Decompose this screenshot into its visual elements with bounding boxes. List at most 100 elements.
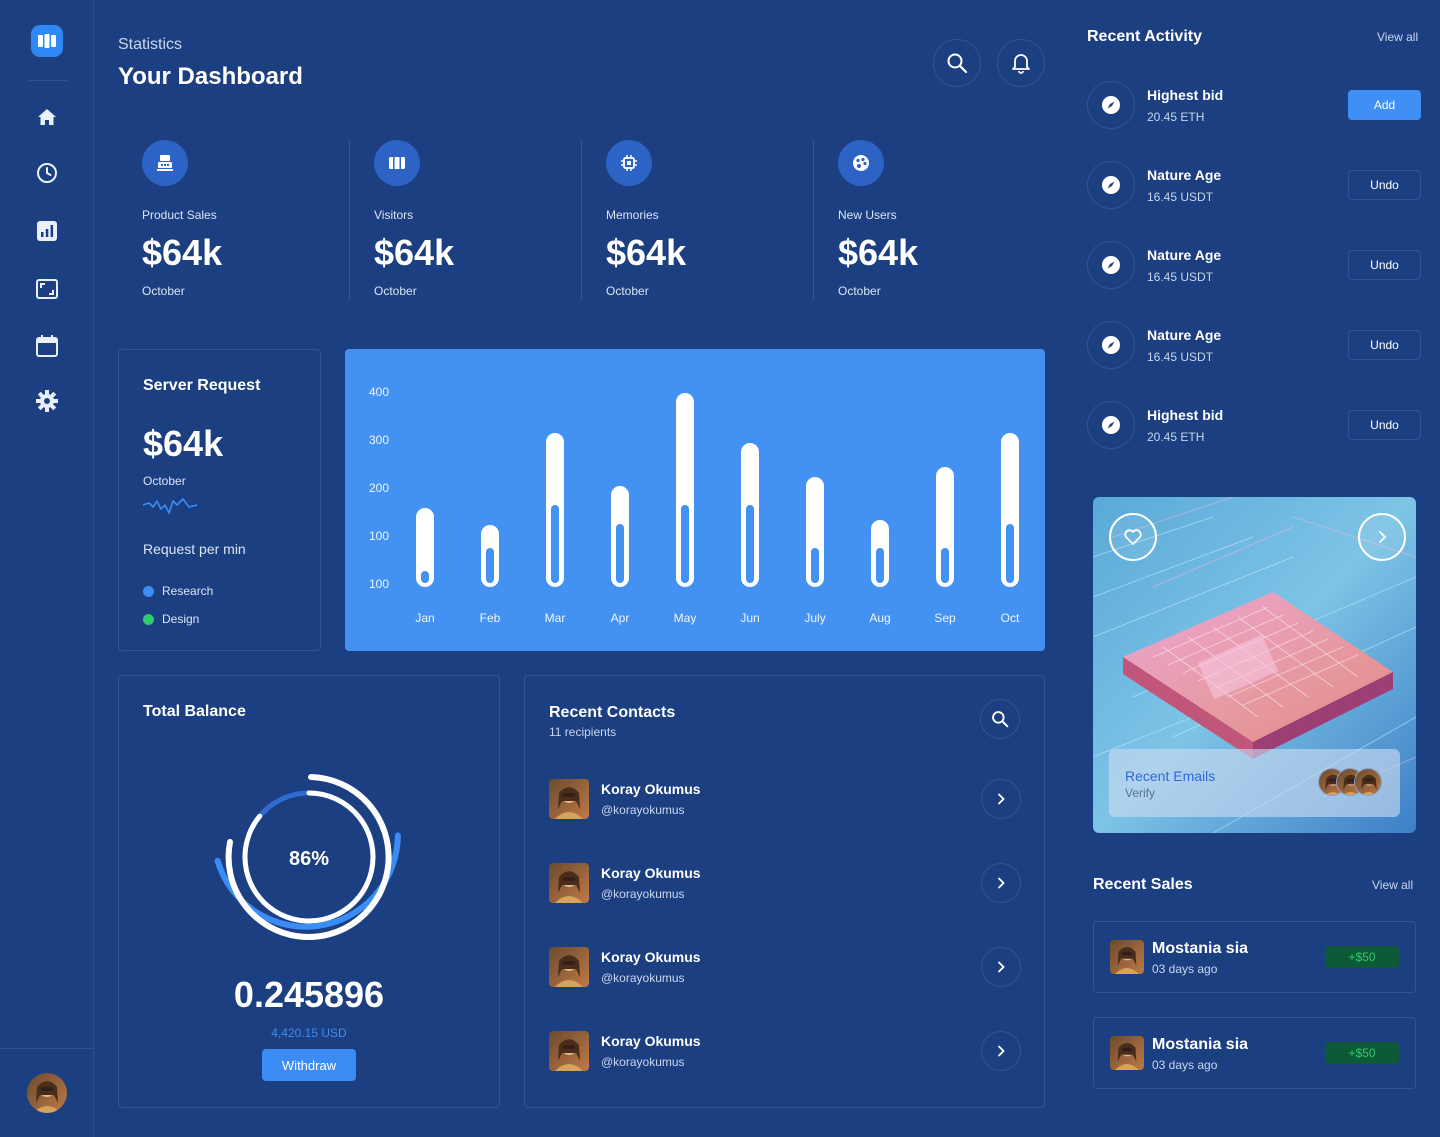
recent-emails-card[interactable]: Recent Emails Verify [1093, 497, 1416, 833]
screen-icon[interactable] [35, 277, 59, 301]
sale-item[interactable]: Mostania sia 03 days ago +$50 [1093, 921, 1416, 993]
chart-bar [546, 433, 564, 587]
logo-icon[interactable] [31, 25, 63, 57]
chart-bar [416, 507, 434, 587]
contact-handle: @korayokumus [601, 803, 685, 817]
chart-bar [676, 392, 694, 587]
sale-amount-badge: +$50 [1325, 946, 1399, 968]
view-all-link[interactable]: View all [1377, 30, 1419, 44]
divider [349, 140, 350, 300]
activity-name: Nature Age [1147, 167, 1222, 183]
stat-visitors: Visitors $64k October [350, 140, 550, 300]
recent-contacts-card: Recent Contacts 11 recipients Koray Okum… [524, 675, 1045, 1108]
y-tick-label: 300 [369, 433, 390, 447]
activity-amount: 20.45 ETH [1147, 110, 1205, 124]
y-tick-label: 200 [369, 481, 390, 495]
page-subtitle: Statistics [118, 36, 183, 53]
bell-icon [1012, 54, 1030, 74]
view-all-link[interactable]: View all [1372, 878, 1414, 892]
contact-handle: @korayokumus [601, 887, 685, 901]
total-balance-card: Total Balance 86% 0.245896 4,420.15 USD … [118, 675, 500, 1108]
next-button[interactable] [1358, 513, 1406, 561]
contact-row[interactable]: Koray Okumus @korayokumus [549, 945, 1021, 989]
divider [581, 140, 582, 300]
sale-amount-badge: +$50 [1325, 1042, 1399, 1064]
activity-item: Highest bid 20.45 ETH Add [1087, 81, 1421, 131]
avatar [1110, 1036, 1144, 1070]
calendar-icon[interactable] [35, 334, 59, 358]
chart-bar-inner [876, 547, 884, 583]
avatar[interactable] [27, 1073, 67, 1113]
clock-icon[interactable] [35, 161, 59, 185]
contact-open-button[interactable] [981, 779, 1021, 819]
card-title: Recent Contacts [549, 704, 676, 721]
stat-value: $64k [606, 232, 687, 273]
stat-period: October [838, 284, 881, 298]
home-icon[interactable] [35, 105, 59, 129]
x-tick-label: Apr [610, 611, 630, 625]
chart-bar-inner [811, 547, 819, 583]
chart-icon[interactable] [35, 219, 59, 243]
card-title: Server Request [143, 377, 261, 394]
chart-bar [936, 467, 954, 587]
contact-name: Koray Okumus [601, 949, 701, 965]
contact-open-button[interactable] [981, 1031, 1021, 1071]
contact-row[interactable]: Koray Okumus @korayokumus [549, 861, 1021, 905]
favorite-button[interactable] [1109, 513, 1157, 561]
gear-icon[interactable] [35, 389, 59, 413]
x-tick-label: July [804, 611, 826, 625]
chevron-right-icon [998, 877, 1005, 889]
activity-name: Highest bid [1147, 407, 1224, 423]
register-icon [142, 140, 188, 186]
contact-open-button[interactable] [981, 947, 1021, 987]
chart-bar-inner [421, 570, 429, 583]
search-icon [947, 53, 968, 74]
sale-time: 03 days ago [1152, 962, 1218, 976]
chevron-right-icon [998, 793, 1005, 805]
withdraw-button[interactable]: Withdraw [262, 1049, 356, 1081]
server-request-period: October [143, 474, 186, 488]
activity-name: Nature Age [1147, 247, 1222, 263]
contact-row[interactable]: Koray Okumus @korayokumus [549, 1029, 1021, 1073]
chart-bar-inner [746, 504, 754, 583]
divider [0, 1048, 93, 1049]
contact-row[interactable]: Koray Okumus @korayokumus [549, 777, 1021, 821]
balance-value: 0.245896 [233, 974, 385, 1015]
avatar [1354, 768, 1382, 796]
x-tick-label: Jan [415, 611, 435, 625]
x-tick-label: Sep [934, 611, 956, 625]
search-button[interactable] [933, 39, 981, 87]
compass-icon [1087, 321, 1135, 369]
sale-item[interactable]: Mostania sia 03 days ago +$50 [1093, 1017, 1416, 1089]
y-tick-label: 100 [369, 529, 390, 543]
undo-button[interactable]: Undo [1348, 170, 1421, 200]
activity-name: Highest bid [1147, 87, 1224, 103]
stat-label: New Users [838, 208, 897, 222]
undo-button[interactable]: Undo [1348, 250, 1421, 280]
undo-button[interactable]: Undo [1348, 410, 1421, 440]
stat-memories: Memories $64k October [582, 140, 782, 300]
notification-button[interactable] [997, 39, 1045, 87]
contact-handle: @korayokumus [601, 971, 685, 985]
x-tick-label: Oct [1000, 611, 1020, 625]
requests-per-min-label: Request per min [143, 541, 246, 557]
chart-bar [481, 524, 499, 587]
undo-button[interactable]: Undo [1348, 330, 1421, 360]
compass-icon [1087, 241, 1135, 289]
chart-bar-inner [1006, 523, 1014, 583]
contact-search-button[interactable] [980, 699, 1020, 739]
chevron-right-icon [1379, 531, 1387, 543]
add-button[interactable]: Add [1348, 90, 1421, 120]
recent-activity-title: Recent Activity [1087, 28, 1202, 45]
y-tick-label: 400 [369, 385, 390, 399]
bar-chart: 400 300 200 100 100 Jan Feb Mar Apr May Jun Ju… [345, 349, 1045, 651]
x-tick-label: May [673, 611, 697, 625]
compass-icon [1087, 401, 1135, 449]
ring-progress [242, 790, 376, 924]
legend-dot [143, 585, 154, 597]
legend-label: Design [162, 612, 200, 626]
chart-bar-inner [486, 547, 494, 583]
palette-icon [838, 140, 884, 186]
compass-icon [1087, 81, 1135, 129]
contact-open-button[interactable] [981, 863, 1021, 903]
